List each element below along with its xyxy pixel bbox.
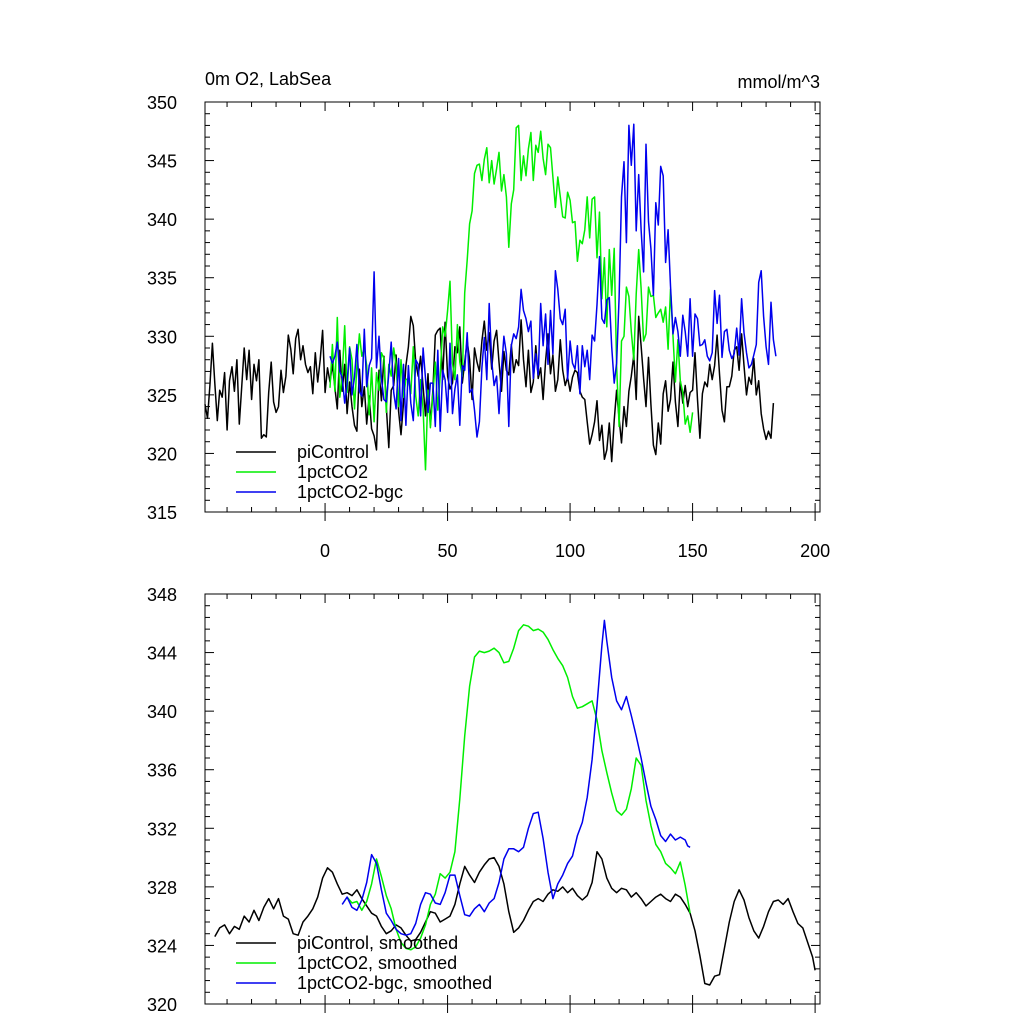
y-tick-label: 325 — [147, 386, 177, 406]
legend-label-picontrol-smoothed: piControl, smoothed — [297, 933, 458, 953]
legend-label-1pctco2-bgc-smoothed: 1pctCO2-bgc, smoothed — [297, 973, 492, 993]
y-tick-label: 345 — [147, 152, 177, 172]
legend-label-picontrol: piControl — [297, 442, 369, 462]
series-line-1pctco2 — [329, 124, 694, 471]
y-tick-label: 330 — [147, 327, 177, 347]
x-tick-label: 150 — [678, 541, 708, 561]
series-line-picontrol-smoothed — [214, 850, 816, 986]
legend-label-1pctco2-smoothed: 1pctCO2, smoothed — [297, 953, 457, 973]
bottom-axis-labels: 320 324 328 332 336 340 344 348 — [147, 585, 177, 1015]
top-plot-frame — [204, 101, 821, 513]
y-tick-label: 350 — [147, 93, 177, 113]
series-line-1pctco2-bgc-smoothed — [341, 619, 691, 936]
legend-label-1pctco2-bgc: 1pctCO2-bgc — [297, 482, 403, 502]
x-tick-label: 100 — [555, 541, 585, 561]
y-tick-label: 328 — [147, 878, 177, 898]
y-tick-label: 320 — [147, 444, 177, 464]
series-line-picontrol — [204, 315, 775, 463]
series-line-1pctco2-bgc — [329, 123, 777, 438]
y-tick-label: 315 — [147, 503, 177, 523]
chart-units: mmol/m^3 — [738, 72, 820, 92]
y-tick-label: 336 — [147, 761, 177, 781]
x-tick-label: 200 — [800, 541, 830, 561]
y-tick-label: 324 — [147, 936, 177, 956]
bottom-chart: 320 324 328 332 336 340 344 348 piControl, smoo… — [147, 585, 821, 1015]
y-tick-label: 335 — [147, 269, 177, 289]
series-line-1pctco2-smoothed — [346, 624, 691, 951]
chart-title: 0m O2, LabSea — [205, 69, 332, 89]
y-tick-label: 332 — [147, 819, 177, 839]
top-chart: 0m O2, LabSea mmol/m^3 0 50 100 150 200 315 32… — [147, 69, 830, 561]
bottom-series-group — [214, 619, 816, 986]
y-tick-label: 320 — [147, 995, 177, 1015]
x-tick-label: 50 — [438, 541, 458, 561]
bottom-plot-frame — [204, 593, 821, 1005]
x-tick-label: 0 — [320, 541, 330, 561]
y-tick-label: 340 — [147, 702, 177, 722]
y-tick-label: 348 — [147, 585, 177, 605]
y-tick-label: 344 — [147, 644, 177, 664]
top-series-group — [204, 123, 777, 471]
top-axis-ticks — [205, 101, 820, 521]
y-tick-label: 340 — [147, 210, 177, 230]
legend-label-1pctco2: 1pctCO2 — [297, 462, 368, 482]
top-axis-labels: 0 50 100 150 200 315 320 325 330 335 340 345 350 — [147, 93, 830, 561]
